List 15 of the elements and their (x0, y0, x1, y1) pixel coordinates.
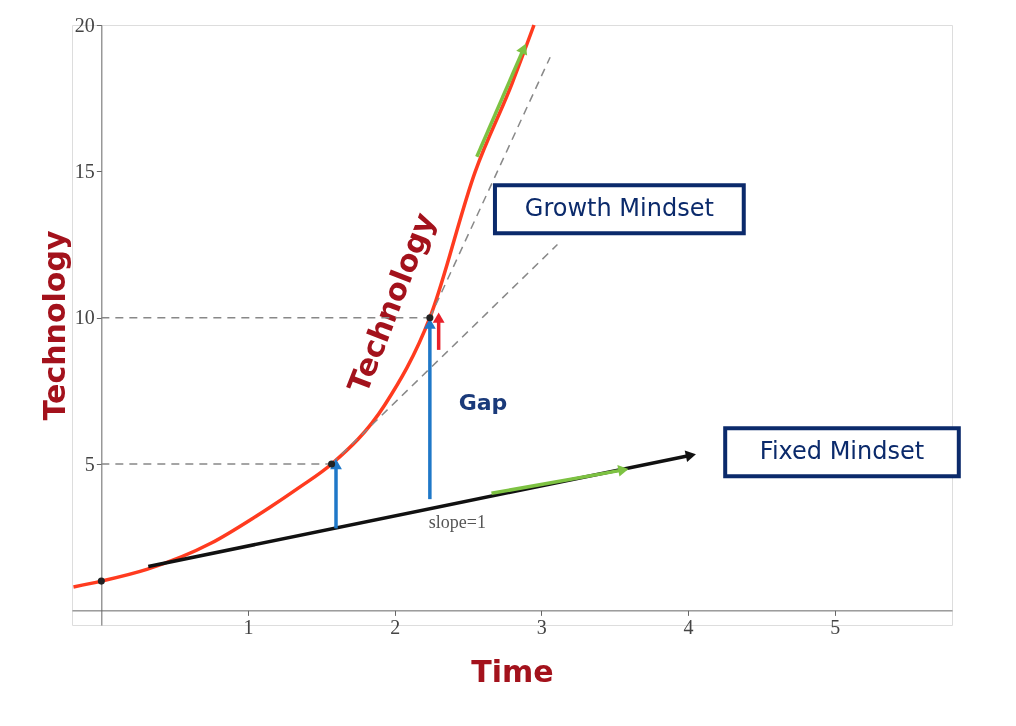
x-axis-title: Time (471, 653, 554, 689)
y-tick-label: 5 (84, 452, 95, 475)
y-tick-label: 20 (74, 13, 95, 36)
x-tick-label: 3 (536, 615, 547, 638)
x-tick-label: 2 (390, 615, 401, 638)
y-tick-label: 10 (74, 306, 95, 329)
annotation: Gap (458, 390, 508, 415)
y-axis-title: Technology (36, 230, 72, 421)
x-tick-label: 1 (243, 615, 254, 638)
x-tick-label: 5 (830, 615, 841, 638)
annotation: Growth Mindset (524, 194, 714, 223)
x-tick-label: 4 (683, 615, 694, 638)
annotation: Fixed Mindset (759, 437, 925, 466)
y-tick-label: 15 (74, 159, 95, 182)
annotation: slope=1 (428, 512, 487, 532)
